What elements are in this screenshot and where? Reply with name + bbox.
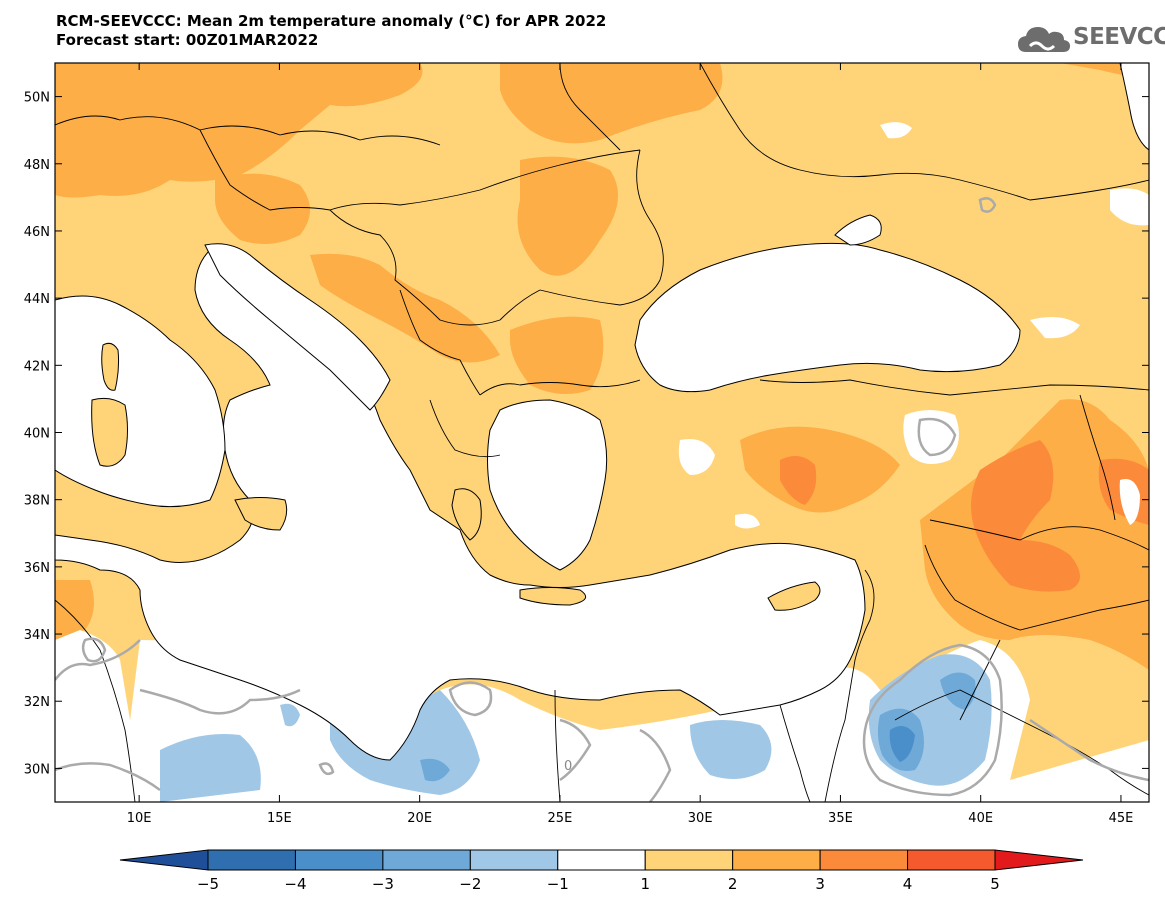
sea-of-azov bbox=[834, 214, 882, 246]
colorbar-label: −2 bbox=[459, 875, 481, 893]
latitude-axis: 50N 48N 46N 44N 42N 40N 38N 36N 34N 32N 30N bbox=[24, 91, 1149, 777]
colorbar-label: −3 bbox=[372, 875, 394, 893]
lat-tick-label: 42N bbox=[24, 359, 50, 374]
colorbar-min-triangle bbox=[119, 849, 209, 871]
lat-tick-label: 40N bbox=[24, 427, 50, 442]
colorbar: −5 −4 −3 −2 −1 1 2 3 4 5 bbox=[119, 849, 1084, 893]
colorbar-label: 3 bbox=[815, 875, 825, 893]
lat-tick-label: 32N bbox=[24, 695, 50, 710]
colorbar-box bbox=[294, 849, 384, 871]
lat-tick-label: 46N bbox=[24, 225, 50, 240]
colorbar-label: −5 bbox=[197, 875, 219, 893]
mediterranean-sea bbox=[55, 249, 866, 761]
sardinia bbox=[91, 397, 128, 467]
lon-tick-label: 10E bbox=[127, 811, 152, 826]
colorbar-label: −1 bbox=[547, 875, 569, 893]
colorbar-box bbox=[207, 849, 296, 871]
lon-tick-label: 30E bbox=[688, 811, 713, 826]
title-line-1: RCM-SEEVCCC: Mean 2m temperature anomaly… bbox=[56, 12, 607, 30]
caspian-sea bbox=[1119, 63, 1149, 151]
title-line-2: Forecast start: 00Z01MAR2022 bbox=[56, 31, 319, 49]
lat-tick-label: 30N bbox=[24, 762, 50, 777]
map-content: 0 bbox=[55, 63, 1149, 802]
lat-tick-label: 50N bbox=[24, 91, 50, 106]
logo-text: SEEVCCC bbox=[1073, 24, 1165, 50]
lon-tick-label: 40E bbox=[968, 811, 993, 826]
map-title: RCM-SEEVCCC: Mean 2m temperature anomaly… bbox=[56, 12, 606, 50]
lon-tick-label: 35E bbox=[828, 811, 853, 826]
lon-tick-label: 20E bbox=[407, 811, 432, 826]
colorbar-box bbox=[907, 849, 996, 871]
peloponnese bbox=[451, 488, 482, 541]
colorbar-box bbox=[469, 849, 559, 871]
colorbar-label: −4 bbox=[284, 875, 306, 893]
anomaly-minus3to4-regions bbox=[889, 726, 915, 762]
cloud-icon bbox=[1018, 27, 1070, 52]
contour-label-zero: 0 bbox=[564, 759, 572, 774]
anomaly-2to3-regions bbox=[55, 63, 1149, 670]
lon-tick-label: 15E bbox=[267, 811, 292, 826]
crete bbox=[519, 587, 587, 606]
country-borders bbox=[55, 63, 1149, 802]
lat-tick-label: 36N bbox=[24, 561, 50, 576]
sea-areas bbox=[55, 63, 1149, 761]
lon-tick-label: 25E bbox=[548, 811, 573, 826]
lat-tick-label: 44N bbox=[24, 292, 50, 307]
anomaly-3to4-regions bbox=[780, 440, 1149, 592]
sicily bbox=[234, 497, 288, 531]
colorbar-label: 1 bbox=[640, 875, 650, 893]
aegean-sea bbox=[487, 399, 608, 571]
lon-tick-label: 45E bbox=[1109, 811, 1134, 826]
adriatic-sea bbox=[204, 243, 391, 411]
colorbar-max-triangle bbox=[994, 849, 1084, 871]
black-sea bbox=[634, 242, 1021, 393]
islands bbox=[91, 342, 821, 611]
lat-tick-label: 38N bbox=[24, 494, 50, 509]
colorbar-box bbox=[644, 849, 734, 871]
cyprus bbox=[767, 581, 821, 611]
colorbar-box bbox=[819, 849, 909, 871]
lat-tick-label: 48N bbox=[24, 158, 50, 173]
colorbar-box bbox=[382, 849, 471, 871]
colorbar-box bbox=[732, 849, 821, 871]
colorbar-label: 2 bbox=[728, 875, 738, 893]
colorbar-label: 4 bbox=[903, 875, 913, 893]
colorbar-label: 5 bbox=[990, 875, 1000, 893]
corsica bbox=[101, 342, 120, 391]
colorbar-box bbox=[557, 849, 646, 871]
seevccc-logo: SEEVCCC bbox=[1016, 22, 1165, 56]
lat-tick-label: 34N bbox=[24, 628, 50, 643]
zero-contours bbox=[55, 197, 1149, 802]
longitude-axis: 10E 15E 20E 25E 30E 35E 40E 45E bbox=[127, 63, 1134, 826]
